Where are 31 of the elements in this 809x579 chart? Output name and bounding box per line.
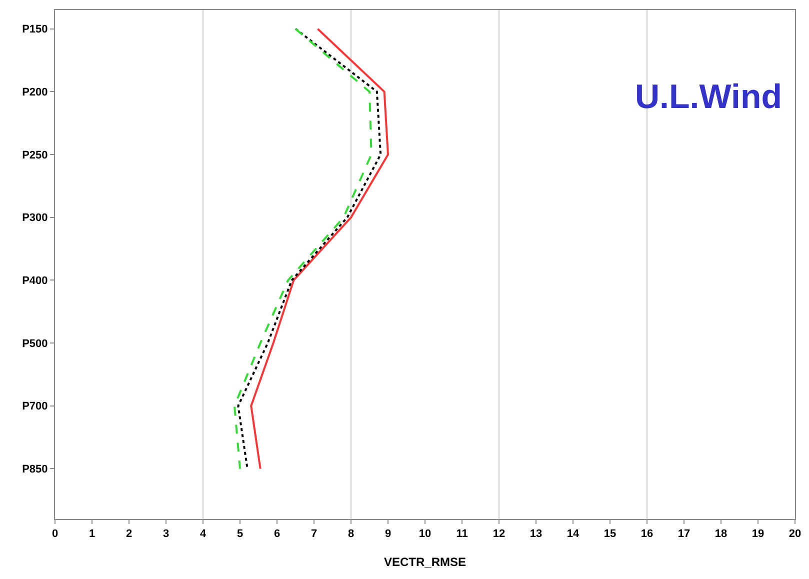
x-tick-label: 7 (310, 528, 318, 540)
x-tick-label: 9 (384, 528, 392, 540)
x-tick-label: 14 (566, 528, 580, 540)
x-tick-label: 0 (52, 528, 58, 540)
x-tick-label: 5 (236, 528, 244, 540)
x-tick-label: 12 (492, 528, 506, 540)
x-tick-label: 15 (604, 528, 616, 540)
x-tick-label: 3 (162, 528, 170, 540)
x-tick-label: 2 (126, 528, 132, 540)
x-tick-label: 11 (456, 528, 468, 540)
x-tick-label: 20 (788, 528, 802, 540)
x-tick-label: 18 (714, 528, 728, 540)
x-tick-label: 4 (200, 528, 207, 540)
y-tick-label: P700 (22, 400, 48, 413)
x-tick-label: 1 (88, 528, 96, 540)
y-tick-label: P250 (22, 149, 48, 162)
x-tick-label: 13 (530, 528, 542, 540)
x-tick-label: 6 (274, 528, 280, 540)
y-tick-label: P400 (22, 275, 48, 288)
y-tick-label: P200 (22, 86, 48, 99)
x-tick-label: 8 (348, 528, 354, 540)
y-tick-label: P500 (22, 338, 48, 350)
y-tick-label: P300 (22, 212, 48, 224)
y-tick-label: P850 (22, 464, 48, 476)
x-tick-label: 17 (678, 528, 690, 540)
x-tick-label: 16 (640, 528, 654, 540)
x-tick-label: 19 (752, 528, 764, 540)
x-tick-label: 10 (418, 528, 432, 540)
x-axis-title: VECTR_RMSE (384, 555, 466, 570)
y-tick-label: P150 (22, 24, 48, 36)
annotation: U.L.Wind (635, 78, 782, 116)
